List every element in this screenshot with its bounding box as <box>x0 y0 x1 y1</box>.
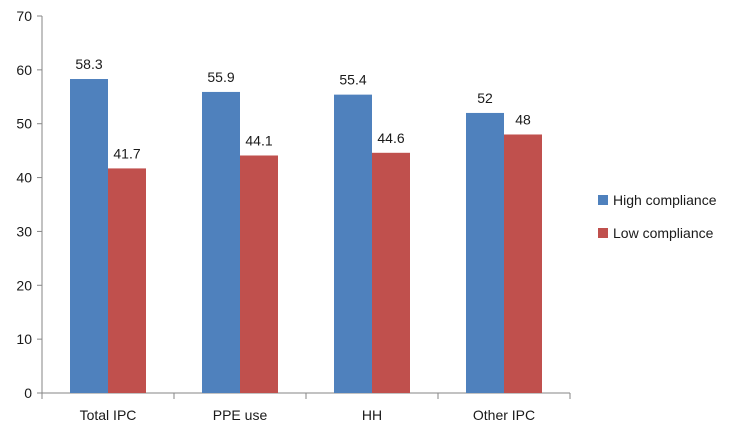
bars-group <box>70 79 542 394</box>
bar-high-compliance <box>466 112 504 393</box>
x-tick-label: Total IPC <box>80 407 137 423</box>
data-label: 44.6 <box>377 130 404 146</box>
bar-high-compliance <box>334 94 372 393</box>
bar-high-compliance <box>70 79 108 394</box>
legend-label: High compliance <box>613 192 717 208</box>
y-tick-label: 60 <box>16 62 32 78</box>
legend-swatch <box>598 228 608 238</box>
y-tick-label: 50 <box>16 116 32 132</box>
data-label: 55.9 <box>207 69 234 85</box>
data-label: 41.7 <box>113 145 140 161</box>
y-tick-label: 20 <box>16 277 32 293</box>
y-tick-label: 40 <box>16 170 32 186</box>
data-label: 52 <box>477 90 493 106</box>
y-tick-label: 0 <box>24 385 32 401</box>
bar-high-compliance <box>202 91 240 393</box>
bar-low-compliance <box>108 168 146 393</box>
data-label: 58.3 <box>75 56 102 72</box>
bar-low-compliance <box>240 155 278 393</box>
legend-label: Low compliance <box>613 225 714 241</box>
data-labels-group: 58.3 41.7 55.9 44.1 55.4 44.6 52 48 <box>75 56 531 161</box>
y-tick-label: 70 <box>16 8 32 24</box>
x-tick-label: PPE use <box>213 407 268 423</box>
data-label: 55.4 <box>339 72 366 88</box>
y-tick-label: 30 <box>16 223 32 239</box>
legend-swatch <box>598 195 608 205</box>
y-tick-label: 10 <box>16 331 32 347</box>
data-label: 48 <box>515 111 531 127</box>
bar-low-compliance <box>372 152 410 393</box>
x-tick-label: HH <box>362 407 382 423</box>
x-axis-ticks: Total IPC PPE use HH Other IPC <box>41 393 571 423</box>
bar-low-compliance <box>504 134 542 393</box>
legend: High compliance Low compliance <box>598 192 717 241</box>
y-axis-ticks: 0 10 20 30 40 50 60 70 <box>16 8 42 401</box>
data-label: 44.1 <box>245 132 272 148</box>
x-tick-label: Other IPC <box>473 407 535 423</box>
